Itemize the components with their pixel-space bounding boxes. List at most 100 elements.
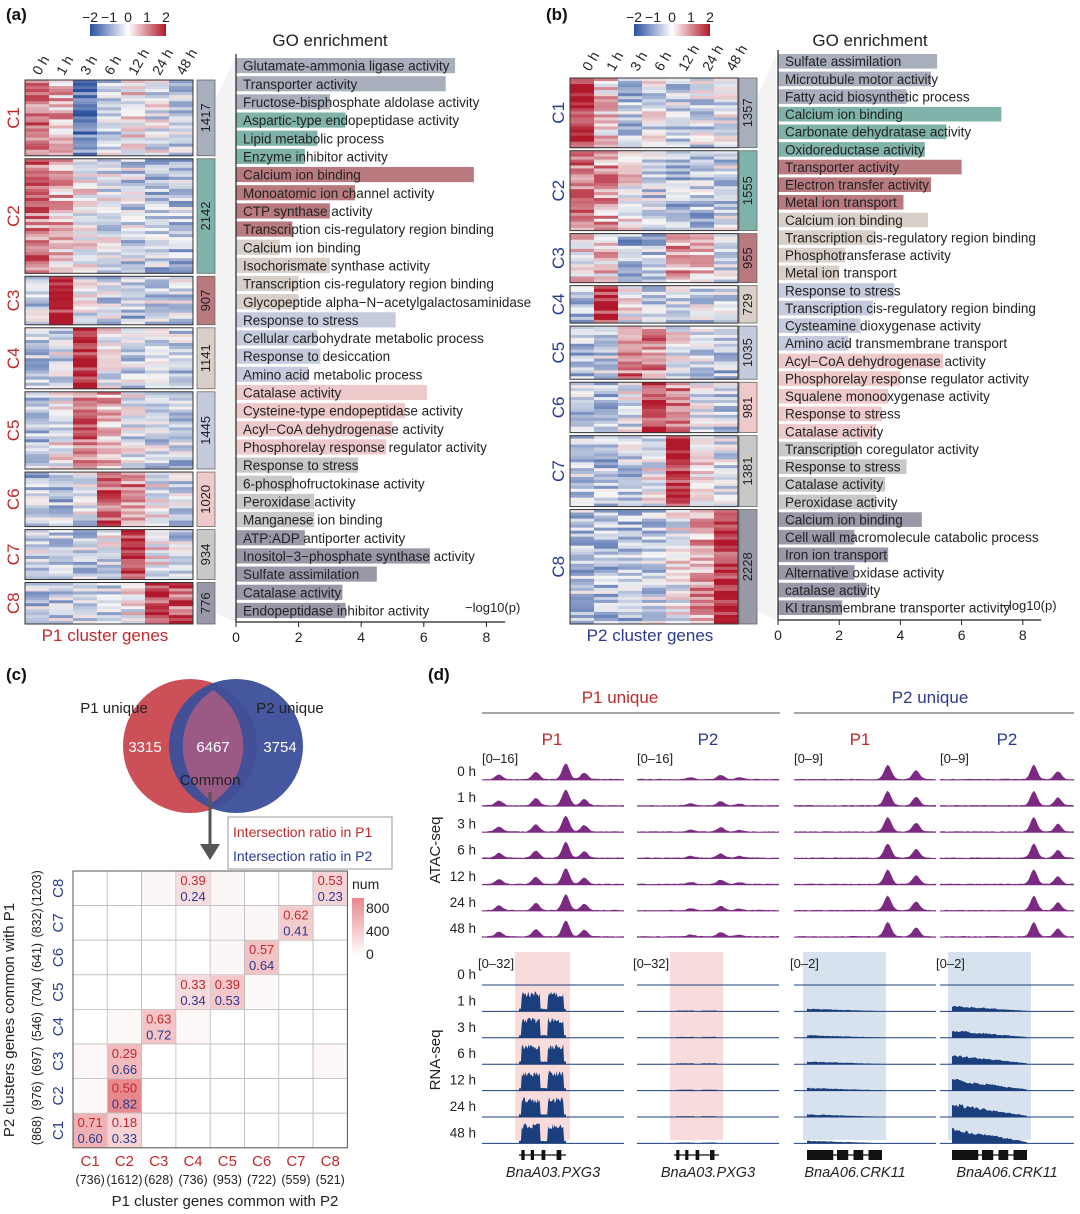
heat-cell [570, 245, 595, 250]
heat-cell [594, 346, 619, 351]
heat-cell [642, 307, 667, 312]
heat-cell [145, 267, 170, 271]
matrix-cell [312, 905, 348, 941]
go-bar [778, 71, 931, 87]
heat-cell [97, 421, 122, 425]
heat-cell [642, 596, 667, 601]
heat-cell [121, 95, 146, 99]
heat-cell [73, 300, 98, 305]
heat-cell [97, 397, 122, 402]
heat-cell [618, 294, 643, 299]
heat-cell [73, 237, 98, 241]
heat-cell [570, 242, 595, 247]
heat-cell [714, 203, 739, 208]
heat-cell [49, 219, 74, 223]
heat-cell [642, 276, 667, 281]
heat-cell [145, 110, 170, 114]
heat-cell [618, 200, 643, 205]
heat-cell [570, 542, 595, 547]
go-bar [778, 336, 849, 351]
heat-cell [121, 463, 146, 467]
heat-cell [666, 361, 691, 365]
heat-cell [690, 346, 715, 351]
heat-cell [618, 81, 643, 85]
heat-cell [594, 307, 619, 312]
heat-cell [666, 566, 691, 571]
heat-cell [145, 556, 170, 560]
heat-cell [570, 554, 595, 559]
heat-cell [666, 337, 691, 342]
heat-cell [714, 102, 739, 106]
heat-cell [121, 436, 146, 440]
heat-cell [666, 572, 691, 577]
heat-cell [714, 291, 739, 296]
heat-cell [594, 355, 619, 360]
heat-cell [714, 304, 739, 308]
heat-cell [145, 179, 170, 184]
heat-cell [618, 358, 643, 363]
heat-cell [169, 116, 194, 120]
heat-cell [97, 406, 122, 411]
time-label: 12 h [675, 42, 702, 74]
heat-cell [49, 306, 74, 311]
matrix-cell-light [142, 871, 176, 906]
heat-cell [690, 453, 715, 457]
cluster-label: C2 [4, 205, 23, 227]
heat-cell [570, 102, 595, 106]
heat-cell [570, 144, 595, 149]
heat-cell [594, 111, 619, 115]
heat-cell [121, 511, 146, 515]
heat-cell [690, 599, 715, 604]
heat-cell [97, 358, 122, 362]
heat-cell [594, 426, 619, 431]
heat-cell [618, 482, 643, 487]
heat-cell [145, 167, 170, 172]
heat-cell [25, 430, 50, 434]
heat-cell [714, 608, 739, 613]
heat-cell [97, 179, 122, 184]
heat-cell [145, 158, 170, 163]
heat-cell [49, 246, 74, 250]
heat-cell [570, 270, 595, 274]
heat-cell [666, 394, 691, 398]
heat-cell [97, 285, 122, 289]
heat-cell [666, 221, 691, 226]
heat-cell [25, 231, 50, 235]
heat-cell [594, 326, 619, 330]
heat-cell [145, 475, 170, 479]
heatmap-cluster-frame [24, 327, 194, 390]
heat-cell [618, 596, 643, 601]
heat-cell [642, 364, 667, 368]
heat-cell [25, 146, 50, 151]
ratio-p1: 0.18 [112, 1115, 137, 1130]
heat-cell [25, 558, 50, 563]
matrix-cell [278, 1009, 314, 1045]
go-term: 6-phosphofructokinase activity [243, 476, 425, 491]
heat-cell [145, 403, 170, 408]
heat-cell [145, 487, 170, 491]
heat-cell [570, 319, 595, 324]
heat-cell [121, 343, 146, 347]
go-term: Catalase activity [243, 386, 342, 401]
go-term: Manganese ion binding [243, 513, 383, 528]
heat-cell [169, 222, 194, 226]
heat-cell [618, 156, 643, 161]
heat-cell [690, 245, 715, 250]
heat-cell [570, 117, 595, 121]
heat-cell [121, 222, 146, 226]
heat-cell [714, 316, 739, 321]
matrix-cell [278, 1043, 314, 1079]
colorbar-tick: −2 [626, 9, 642, 25]
heat-cell [97, 237, 122, 241]
go-bar [236, 330, 318, 346]
heat-cell [169, 394, 194, 399]
heat-cell [145, 609, 170, 613]
heat-cell [25, 373, 50, 378]
heat-cell [570, 602, 595, 607]
cluster-count: 1445 [198, 416, 213, 445]
heat-cell [690, 385, 715, 389]
heat-cell [97, 149, 122, 154]
heat-cell [121, 213, 146, 217]
heat-cell [121, 104, 146, 108]
ratio-p1: 0.50 [112, 1081, 137, 1096]
